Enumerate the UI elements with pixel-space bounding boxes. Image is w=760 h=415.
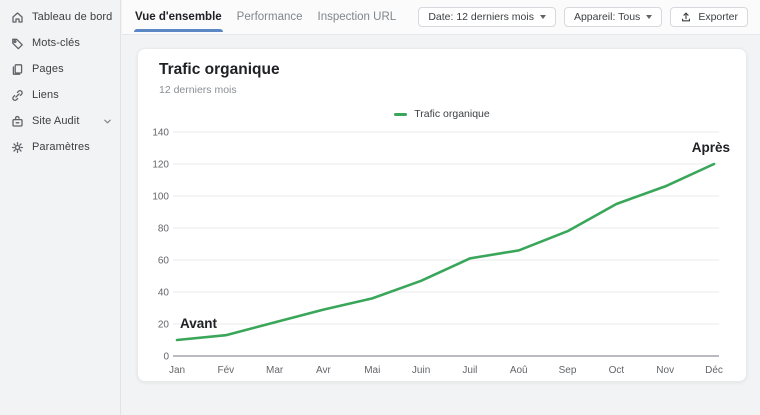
gear-icon bbox=[11, 141, 24, 153]
date-filter-label: Date: 12 derniers mois bbox=[428, 11, 534, 23]
x-tick-label: Avr bbox=[316, 365, 331, 376]
export-button[interactable]: Exporter bbox=[670, 7, 748, 27]
sidebar-item-label: Site Audit bbox=[32, 115, 80, 127]
sidebar-item-dashboard[interactable]: Tableau de bord bbox=[0, 4, 120, 30]
x-tick-label: Jan bbox=[169, 365, 185, 376]
date-filter-dropdown[interactable]: Date: 12 derniers mois bbox=[418, 7, 556, 27]
site-audit-icon bbox=[12, 115, 23, 127]
y-tick-label: 100 bbox=[152, 192, 169, 203]
home-icon bbox=[12, 11, 23, 23]
card-subtitle: 12 derniers mois bbox=[159, 84, 237, 96]
tab-overview[interactable]: Vue d'ensemble bbox=[134, 0, 223, 34]
tab-performance[interactable]: Performance bbox=[236, 11, 303, 23]
traffic-card: Trafic organique 12 derniers mois Trafic… bbox=[137, 48, 747, 382]
sidebar-item-site-audit[interactable]: Site Audit bbox=[0, 108, 120, 134]
sidebar-item-label: Tableau de bord bbox=[32, 11, 113, 23]
legend-swatch bbox=[394, 112, 408, 116]
caret-down-icon bbox=[646, 15, 653, 19]
caret-down-icon bbox=[539, 15, 546, 19]
y-tick-label: 80 bbox=[158, 224, 170, 235]
card-title: Trafic organique bbox=[159, 61, 280, 78]
traffic-line-series bbox=[175, 162, 716, 342]
export-label: Exporter bbox=[698, 11, 738, 23]
x-tick-label: Juin bbox=[412, 365, 430, 376]
x-tick-label: Aoû bbox=[510, 365, 528, 376]
x-tick-label: Mar bbox=[266, 365, 284, 376]
sidebar-item-settings[interactable]: Paramètres bbox=[0, 134, 120, 160]
topbar: Vue d'ensemble Performance Inspection UR… bbox=[122, 0, 760, 35]
x-tick-label: Oct bbox=[609, 365, 625, 376]
sidebar: Tableau de bord Mots-clés Pages Liens Si… bbox=[0, 0, 121, 415]
device-filter-label: Appareil: Tous bbox=[573, 11, 641, 23]
organic-traffic-chart: 0 20 40 60 80 100 120 140 Jan Fév Mar Avr Mai Juin Jui… bbox=[152, 128, 730, 377]
sidebar-item-label: Paramètres bbox=[32, 141, 90, 153]
x-tick-label: Mai bbox=[364, 365, 380, 376]
export-upload-icon bbox=[682, 12, 691, 22]
sidebar-item-pages[interactable]: Pages bbox=[0, 56, 120, 82]
x-tick-label: Sep bbox=[559, 365, 577, 376]
chart-legend: Trafic organique bbox=[138, 107, 746, 121]
sidebar-item-links[interactable]: Liens bbox=[0, 82, 120, 108]
sidebar-item-keywords[interactable]: Mots-clés bbox=[0, 30, 120, 56]
x-tick-label: Déc bbox=[705, 365, 723, 376]
y-tick-label: 40 bbox=[158, 288, 170, 299]
x-tick-label: Nov bbox=[656, 365, 674, 376]
y-tick-label: 120 bbox=[152, 160, 169, 171]
device-filter-dropdown[interactable]: Appareil: Tous bbox=[563, 7, 663, 27]
sidebar-item-label: Pages bbox=[32, 63, 64, 75]
legend-label: Trafic organique bbox=[414, 108, 490, 120]
tab-bar: Vue d'ensemble Performance Inspection UR… bbox=[122, 0, 397, 34]
tab-url-inspection[interactable]: Inspection URL bbox=[317, 11, 397, 23]
tag-icon bbox=[12, 38, 23, 49]
link-icon bbox=[12, 89, 23, 101]
sidebar-item-label: Mots-clés bbox=[32, 37, 80, 49]
y-tick-label: 140 bbox=[152, 128, 169, 139]
annotation-before: Avant bbox=[180, 316, 218, 331]
x-tick-label: Juil bbox=[462, 365, 477, 376]
pages-icon bbox=[12, 63, 23, 75]
y-tick-label: 20 bbox=[158, 320, 170, 331]
chevron-down-icon bbox=[104, 119, 111, 123]
y-tick-label: 60 bbox=[158, 256, 170, 267]
topbar-controls: Date: 12 derniers mois Appareil: Tous Ex… bbox=[418, 7, 760, 27]
annotation-after: Après bbox=[692, 140, 730, 155]
sidebar-item-label: Liens bbox=[32, 89, 59, 101]
x-tick-label: Fév bbox=[217, 365, 234, 376]
y-tick-label: 0 bbox=[163, 352, 169, 363]
